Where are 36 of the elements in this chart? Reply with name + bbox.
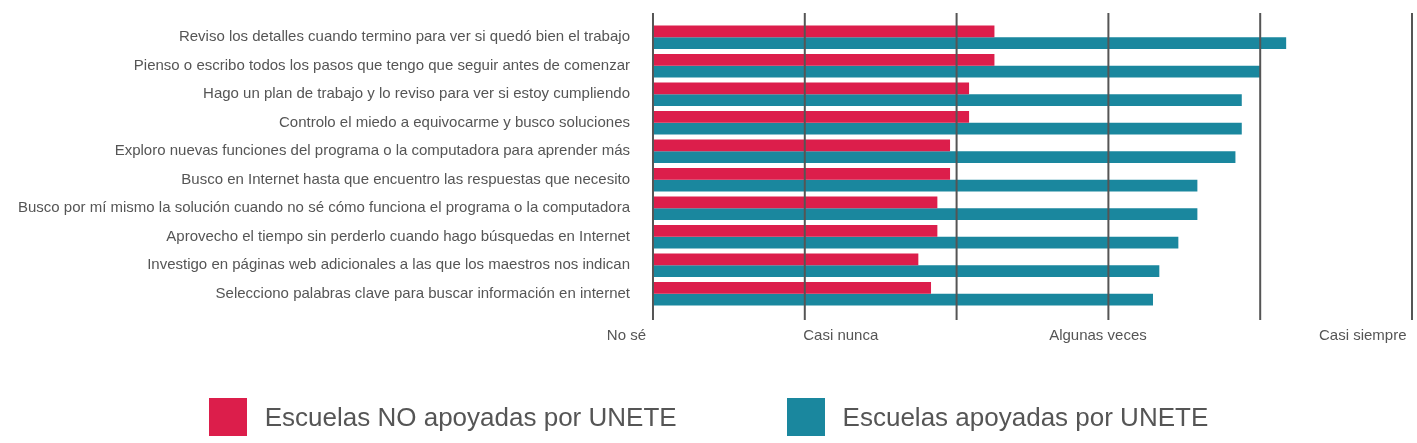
bar [651,54,995,66]
bar [651,236,1179,249]
bar [651,282,932,294]
y-tick-label: Exploro nuevas funciones del programa o la computadora para aprender más [114,141,630,159]
bar [651,253,919,266]
bar [651,122,1242,135]
y-tick-label: Busco por mí mismo la solución cuando no sé cómo funciona el programa o la computadora [17,198,631,216]
text: Casi nunca [803,325,879,343]
bar [651,25,995,38]
y-tick-label: Reviso los detalles cuando termino para ver si quedó bien el trabajo [178,27,630,45]
bar [651,65,1261,78]
y-tick-label: Controlo el miedo a equivocarme y busco soluciones [278,112,630,130]
text: No sé [606,325,646,343]
legend-label: Escuelas NO apoyadas por UNETE [264,401,677,433]
y-tick-label: Investigo en páginas web adicionales a las que los maestros nos indican [147,255,630,273]
bar [651,111,970,123]
bar [651,168,951,180]
y-tick-label: Hago un plan de trabajo y lo reviso para ver si estoy cumpliendo [203,84,630,102]
text: Algunas veces [1049,325,1147,343]
bar [651,225,938,237]
text: Casi siempre [1319,325,1407,343]
bar [651,293,1153,306]
bar [651,196,938,209]
bar [651,37,1287,49]
y-tick-label: Aprovecho el tiempo sin perderlo cuando hago búsquedas en Internet [166,226,631,244]
bar [651,94,1242,106]
y-tick-label: Pienso o escribo todos los pasos que tengo que seguir antes de comenzar [133,55,630,73]
bar [651,208,1198,220]
bar [651,179,1198,192]
bar [651,265,1160,277]
legend-label: Escuelas apoyadas por UNETE [842,401,1209,433]
bar [651,139,951,152]
bar [651,151,1236,163]
bar [651,82,970,95]
y-tick-label: Selecciono palabras clave para buscar información en internet [215,283,631,301]
y-tick-label: Busco en Internet hasta que encuentro las respuestas que necesito [181,169,630,187]
